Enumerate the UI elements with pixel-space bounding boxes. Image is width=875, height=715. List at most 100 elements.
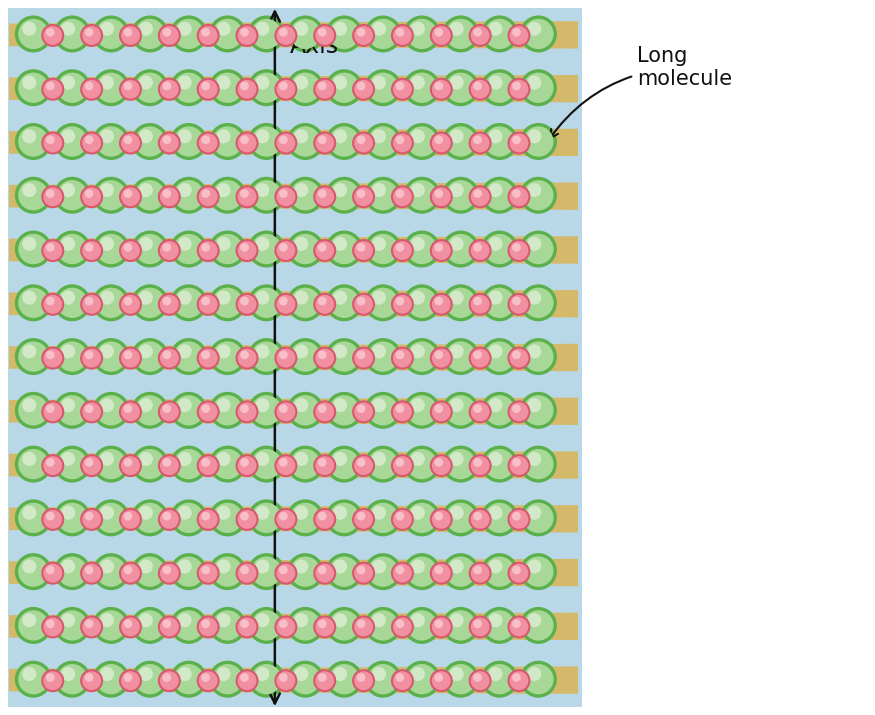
Circle shape [131, 392, 168, 429]
Circle shape [318, 458, 326, 467]
Circle shape [139, 667, 153, 681]
Circle shape [396, 458, 404, 467]
Circle shape [287, 392, 324, 429]
Circle shape [216, 21, 230, 36]
Circle shape [315, 456, 334, 475]
Circle shape [294, 129, 308, 143]
Circle shape [160, 456, 178, 475]
Circle shape [121, 563, 140, 583]
Circle shape [158, 293, 181, 316]
Circle shape [276, 349, 295, 368]
Circle shape [365, 230, 402, 267]
Circle shape [22, 345, 36, 358]
Circle shape [139, 76, 153, 89]
Circle shape [82, 295, 101, 314]
Circle shape [509, 456, 528, 475]
Circle shape [391, 562, 414, 585]
Circle shape [434, 673, 443, 682]
Circle shape [173, 127, 204, 157]
Circle shape [201, 189, 210, 198]
Circle shape [290, 341, 320, 372]
Circle shape [135, 234, 165, 265]
Circle shape [326, 445, 362, 483]
Circle shape [119, 616, 142, 638]
Circle shape [96, 341, 126, 372]
Circle shape [61, 506, 75, 520]
Circle shape [512, 135, 521, 144]
Circle shape [131, 123, 168, 160]
Circle shape [178, 613, 192, 627]
Circle shape [238, 671, 256, 690]
Circle shape [287, 285, 324, 321]
Circle shape [365, 392, 402, 429]
Circle shape [471, 80, 489, 99]
Circle shape [248, 392, 285, 429]
Circle shape [100, 21, 114, 36]
Circle shape [315, 349, 334, 368]
Circle shape [410, 21, 424, 36]
Circle shape [488, 21, 502, 36]
Circle shape [287, 607, 324, 644]
Circle shape [139, 452, 153, 466]
Circle shape [82, 563, 101, 583]
Circle shape [279, 28, 288, 36]
Circle shape [430, 293, 452, 316]
Circle shape [520, 177, 556, 214]
Circle shape [171, 16, 207, 52]
Circle shape [481, 16, 518, 52]
Circle shape [85, 404, 94, 413]
Circle shape [248, 285, 285, 321]
Circle shape [471, 671, 489, 690]
Circle shape [430, 616, 452, 638]
Circle shape [119, 132, 142, 154]
Circle shape [53, 661, 91, 698]
Circle shape [450, 237, 464, 251]
Circle shape [315, 295, 334, 314]
Circle shape [213, 127, 242, 157]
Circle shape [450, 559, 464, 573]
Circle shape [57, 72, 88, 103]
Circle shape [313, 669, 336, 692]
Circle shape [432, 618, 451, 636]
Circle shape [507, 508, 530, 531]
Circle shape [209, 16, 246, 52]
Circle shape [123, 243, 132, 252]
Circle shape [279, 512, 288, 521]
Circle shape [391, 669, 414, 692]
Circle shape [248, 553, 285, 590]
Circle shape [255, 667, 270, 681]
Circle shape [171, 123, 207, 160]
Circle shape [173, 341, 204, 372]
Circle shape [22, 21, 36, 36]
Circle shape [434, 350, 443, 359]
Polygon shape [9, 666, 578, 694]
Circle shape [82, 26, 101, 45]
Circle shape [173, 610, 204, 641]
Circle shape [329, 664, 360, 694]
Circle shape [520, 392, 556, 429]
Circle shape [178, 21, 192, 36]
Circle shape [160, 403, 178, 421]
Circle shape [372, 345, 386, 358]
Circle shape [294, 237, 308, 251]
Circle shape [93, 553, 130, 590]
Circle shape [523, 234, 554, 265]
Circle shape [46, 619, 54, 628]
Circle shape [160, 26, 178, 45]
Circle shape [235, 185, 258, 208]
Circle shape [329, 503, 360, 533]
Circle shape [528, 613, 542, 627]
Circle shape [318, 512, 326, 521]
Circle shape [523, 449, 554, 479]
Circle shape [396, 673, 404, 682]
Circle shape [18, 395, 48, 425]
Circle shape [407, 610, 437, 641]
Circle shape [18, 610, 48, 641]
Circle shape [318, 619, 326, 628]
Circle shape [139, 613, 153, 627]
Circle shape [18, 127, 48, 157]
Circle shape [391, 24, 414, 47]
Circle shape [481, 177, 518, 214]
Circle shape [276, 671, 295, 690]
Circle shape [276, 187, 295, 206]
